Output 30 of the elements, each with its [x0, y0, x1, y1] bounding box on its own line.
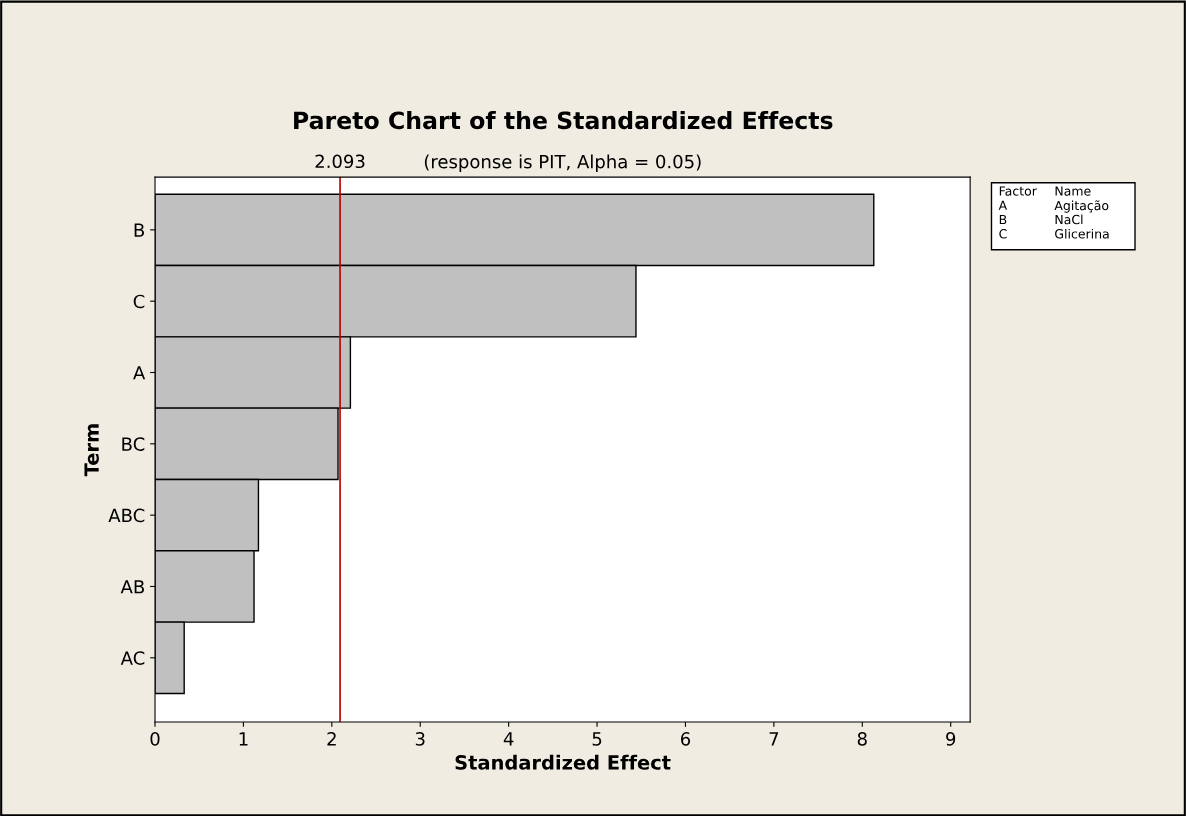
text: Factor [999, 186, 1037, 196]
x-tick-label: 5 [592, 732, 602, 746]
y-axis-title: Term [84, 424, 99, 477]
x-tick-label: 3 [415, 732, 425, 746]
x-tick-label: 2 [327, 732, 336, 746]
y-tick-label: A [133, 366, 146, 380]
y-tick-label: C [133, 294, 145, 309]
x-tick-label: 7 [769, 732, 779, 746]
x-tick-label: 8 [857, 732, 867, 746]
text: A [998, 200, 1008, 210]
x-tick-label: 0 [150, 732, 160, 746]
text: Agitação [1054, 200, 1109, 213]
text: Glicerina [1055, 228, 1109, 239]
y-tick-label: B [134, 223, 145, 237]
y-tick-label: AC [120, 651, 145, 665]
text: C [999, 229, 1007, 239]
y-tick-label: BC [122, 437, 145, 451]
chart-subtitle: (response is PIT, Alpha = 0.05) [424, 154, 701, 172]
text: B [999, 214, 1007, 225]
x-axis-title: Standardized Effect [455, 754, 671, 770]
x-tick-label: 4 [503, 732, 514, 746]
x-tick-label: 9 [946, 732, 956, 746]
x-tick-label: 1 [239, 732, 248, 746]
text: Name [1055, 186, 1091, 196]
x-tick-label: 6 [680, 732, 691, 746]
y-tick-label: AB [120, 580, 145, 594]
text: NaCl [1055, 214, 1083, 225]
ref-line-label: 2.093 [315, 154, 365, 169]
chart-title: Pareto Chart of the Standardized Effects [294, 110, 833, 130]
y-tick-label: ABC [108, 508, 145, 523]
